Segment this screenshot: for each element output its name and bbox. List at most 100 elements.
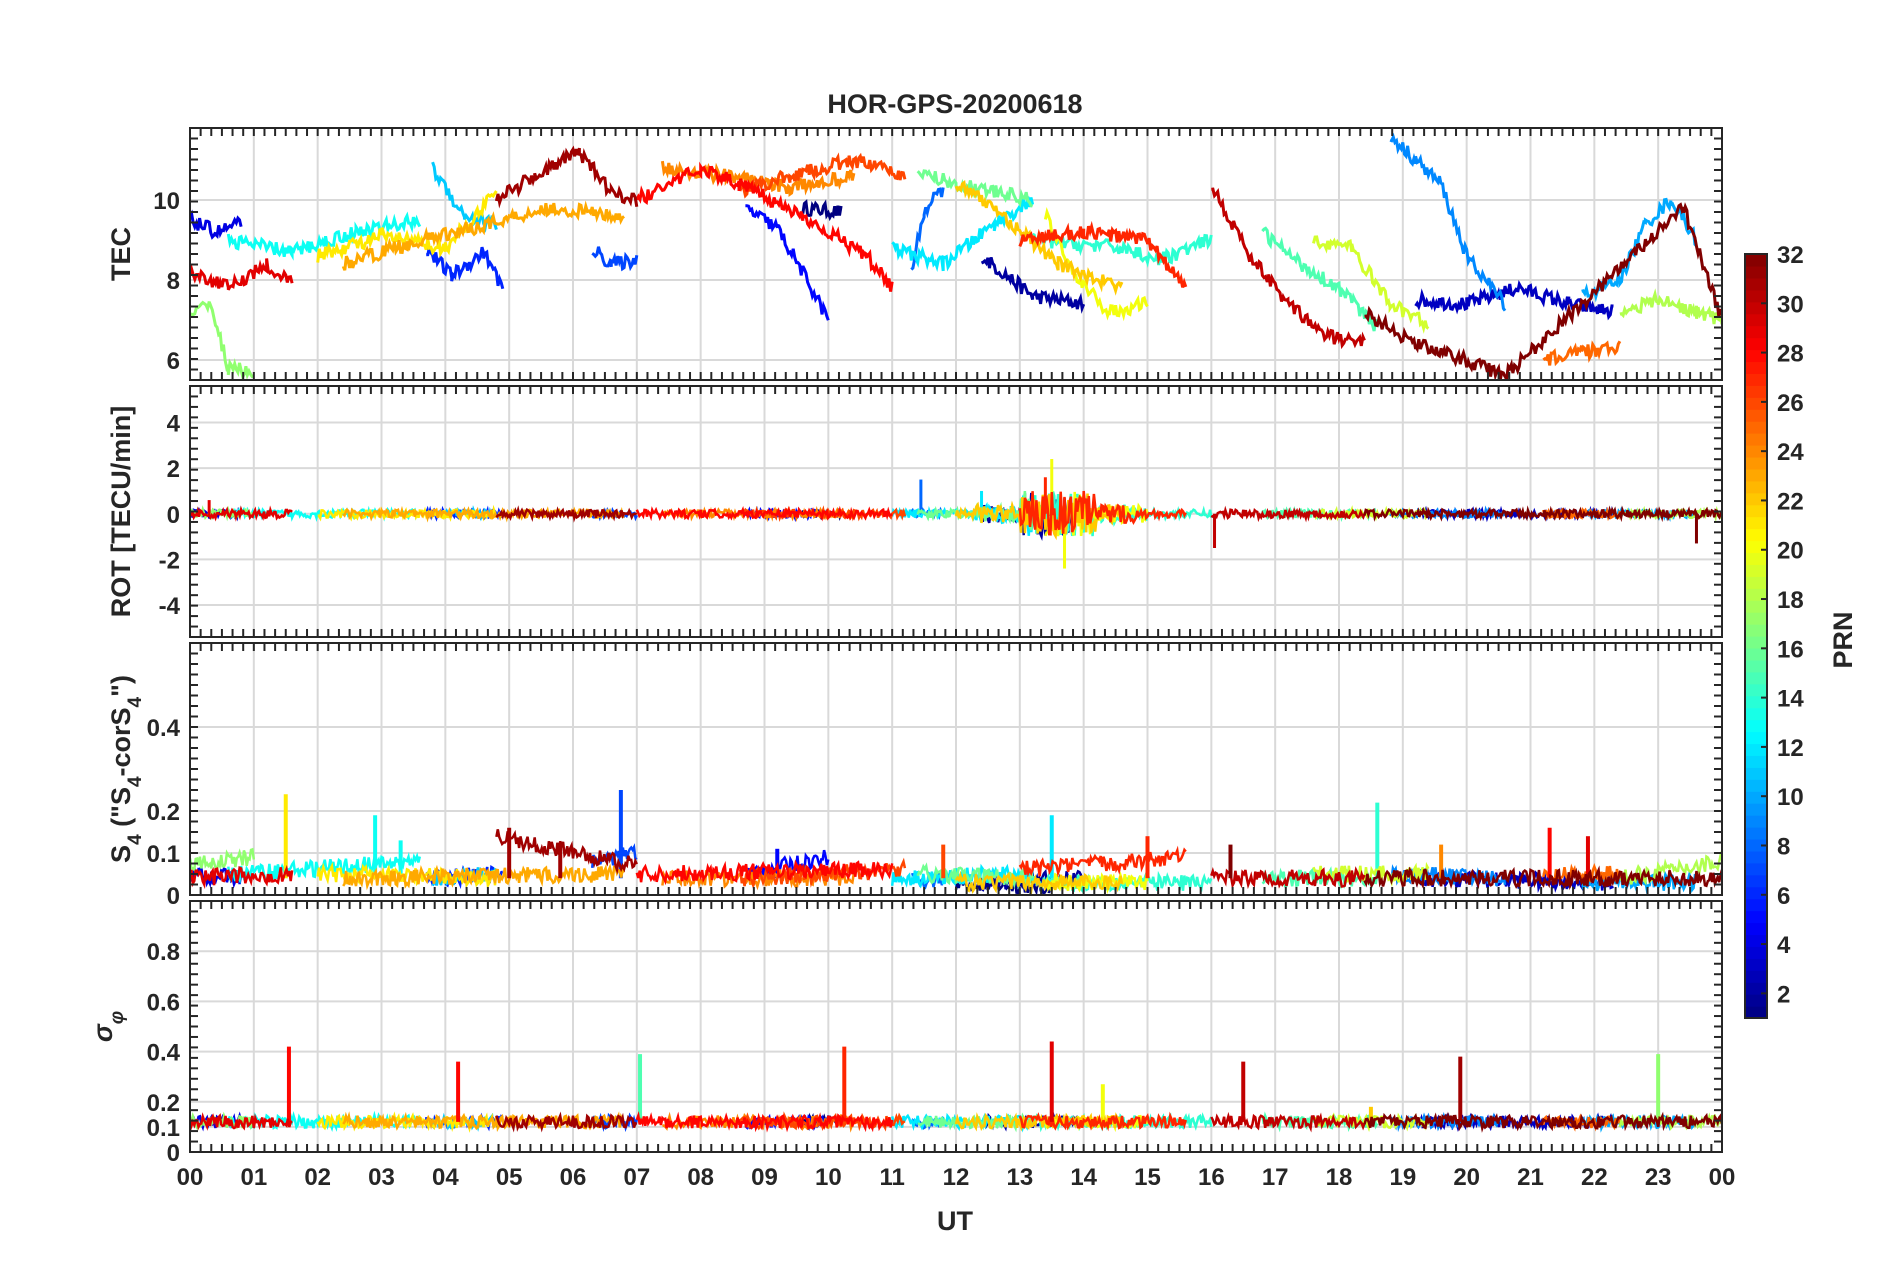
colorbar-band <box>1745 779 1767 792</box>
s4-series-prn-30 <box>1210 866 1366 890</box>
colorbar-band <box>1745 480 1767 494</box>
tec-series-prn-3 <box>1414 279 1614 321</box>
tec-series-prn-22 <box>954 180 1124 296</box>
x-tick-label: 01 <box>240 1164 267 1191</box>
x-tick-label: 19 <box>1389 1164 1416 1191</box>
tec-series-prn-29 <box>190 258 294 291</box>
x-tick-label: 10 <box>815 1164 842 1191</box>
colorbar-band <box>1745 731 1767 745</box>
x-tick-label: 00 <box>1709 1164 1736 1191</box>
x-tick-label: 07 <box>623 1164 650 1191</box>
s4-subscript: 4 <box>125 834 146 845</box>
tec-series-prn-30 <box>1211 187 1366 350</box>
s4-subscript: 4 <box>125 776 146 787</box>
rot-series-prn-22 <box>954 493 1124 541</box>
colorbar-band <box>1745 552 1767 565</box>
colorbar-band <box>1745 325 1767 339</box>
colorbar-band <box>1745 898 1767 912</box>
rot-series-prn-25 <box>1542 506 1622 522</box>
s4-series-prn-29 <box>190 864 294 890</box>
x-tick-label: 14 <box>1070 1164 1097 1191</box>
colorbar-band <box>1745 612 1767 625</box>
y-tick-label: 0.4 <box>147 1040 181 1067</box>
tec-series-prn-15 <box>1261 226 1379 332</box>
x-tick-label: 17 <box>1262 1164 1289 1191</box>
tec-series-prn-5 <box>745 204 830 321</box>
y-tick-label: 0.8 <box>147 939 180 966</box>
sigma-series-prn-28 <box>635 1110 894 1133</box>
x-tick-label: 03 <box>368 1164 395 1191</box>
sigma-series-prn-30 <box>1210 1111 1366 1133</box>
colorbar-band <box>1745 803 1767 816</box>
colorbar-band <box>1745 683 1767 697</box>
colorbar-tick-label: 16 <box>1777 636 1804 663</box>
rot-series-prn-29 <box>190 505 293 522</box>
x-tick-label: 02 <box>304 1164 331 1191</box>
colorbar-band <box>1745 910 1767 924</box>
y-axis-label-sigma: σφ <box>88 1011 128 1042</box>
colorbar-tick-label: 2 <box>1777 981 1790 1008</box>
rot-series-prn-27 <box>1018 490 1187 536</box>
s4-series-prn-32 <box>1363 865 1722 891</box>
colorbar-tick-label: 4 <box>1777 932 1791 959</box>
sigma-series-prn-29 <box>190 1112 293 1131</box>
tec-series-prn-4 <box>190 209 243 240</box>
y-tick-label: 0.1 <box>147 1115 180 1142</box>
colorbar-band <box>1745 254 1767 267</box>
colorbar-tick-label: 20 <box>1777 538 1804 565</box>
colorbar-band <box>1745 528 1767 542</box>
rot-series-prn-31 <box>495 505 638 523</box>
x-tick-label: 09 <box>751 1164 778 1191</box>
x-tick-label: 04 <box>432 1164 459 1191</box>
colorbar-tick-label: 18 <box>1777 587 1804 614</box>
tec-series-prn-6 <box>426 246 505 290</box>
s4-series-prn-31 <box>495 829 638 875</box>
colorbar-band <box>1745 707 1767 721</box>
colorbar-tick-label: 32 <box>1777 242 1804 269</box>
tec-series-prn-7 <box>591 246 639 272</box>
tec-series-prn-12 <box>891 196 1035 272</box>
colorbar-band <box>1745 636 1767 649</box>
x-axis-label: UT <box>937 1206 973 1236</box>
s4-series-prn-17 <box>190 847 256 874</box>
colorbar-tick-label: 14 <box>1777 686 1804 713</box>
colorbar-band <box>1745 791 1767 804</box>
s4-series-prn-16 <box>916 862 1034 890</box>
y-tick-label: 2 <box>167 456 180 483</box>
colorbar-band <box>1745 815 1767 828</box>
x-tick-label: 05 <box>496 1164 523 1191</box>
colorbar-band <box>1745 600 1767 613</box>
s4-subscript: 4 <box>125 696 146 707</box>
colorbar-band <box>1745 313 1767 327</box>
colorbar-tick-label: 6 <box>1777 883 1790 910</box>
rot-series-prn-30 <box>1210 505 1366 523</box>
colorbar-band <box>1745 695 1767 709</box>
colorbar-band <box>1745 755 1767 768</box>
colorbar-tick-label: 26 <box>1777 390 1804 417</box>
y-tick-label: 10 <box>153 188 180 215</box>
colorbar-band <box>1745 504 1767 518</box>
colorbar-band <box>1745 886 1767 900</box>
colorbar-label: PRN <box>1828 611 1858 668</box>
s4-series-prn-28 <box>635 859 894 886</box>
y-axis-label-tec: TEC <box>106 227 136 281</box>
colorbar-band <box>1745 265 1767 279</box>
tec-series-prn-32 <box>1364 202 1722 380</box>
colorbar-band <box>1745 588 1767 601</box>
x-tick-label: 20 <box>1453 1164 1480 1191</box>
s4-series-prn-21 <box>316 861 498 890</box>
colorbar-band <box>1745 719 1767 733</box>
y-tick-label: -4 <box>159 593 181 620</box>
rot-series-prn-32 <box>1363 505 1722 523</box>
y-tick-label: 8 <box>167 268 180 295</box>
colorbar-band <box>1745 540 1767 554</box>
y-tick-label: 0 <box>167 1140 180 1167</box>
colorbar-band <box>1745 671 1767 685</box>
chart-title: HOR-GPS-20200618 <box>827 89 1082 119</box>
colorbar-band <box>1745 970 1767 983</box>
x-tick-label: 15 <box>1134 1164 1161 1191</box>
y-tick-label: 4 <box>167 411 181 438</box>
colorbar-tick-label: 22 <box>1777 488 1804 515</box>
colorbar-band <box>1745 994 1767 1007</box>
